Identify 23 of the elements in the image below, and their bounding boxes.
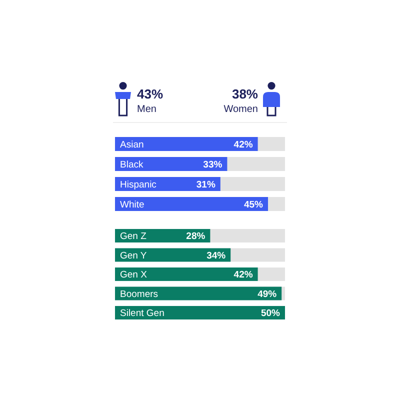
data-label: 45% — [244, 199, 264, 210]
category-label: Men — [137, 104, 156, 115]
data-label: 33% — [203, 159, 223, 170]
data-label: 34% — [206, 250, 226, 262]
y-tick-label: Black — [120, 159, 144, 170]
y-tick-label: Hispanic — [120, 179, 157, 190]
y-tick-label: Boomers — [120, 288, 158, 300]
data-label: 42% — [234, 139, 254, 150]
data-label: 31% — [196, 179, 216, 190]
data-label: 42% — [234, 270, 254, 281]
y-tick-label: Gen X — [120, 270, 148, 281]
data-label: 28% — [186, 231, 206, 242]
y-tick-label: Gen Z — [120, 231, 147, 242]
data-label: 49% — [258, 288, 278, 300]
bar — [115, 286, 282, 300]
y-tick-label: Gen Y — [120, 250, 148, 262]
y-tick-label: Silent Gen — [120, 308, 164, 320]
data-label: 50% — [260, 308, 281, 320]
y-tick-label: White — [120, 199, 144, 210]
text: 43% — [137, 86, 164, 102]
category-label: Women — [224, 104, 258, 115]
y-tick-label: Asian — [120, 139, 144, 150]
text: 38% — [232, 86, 258, 102]
